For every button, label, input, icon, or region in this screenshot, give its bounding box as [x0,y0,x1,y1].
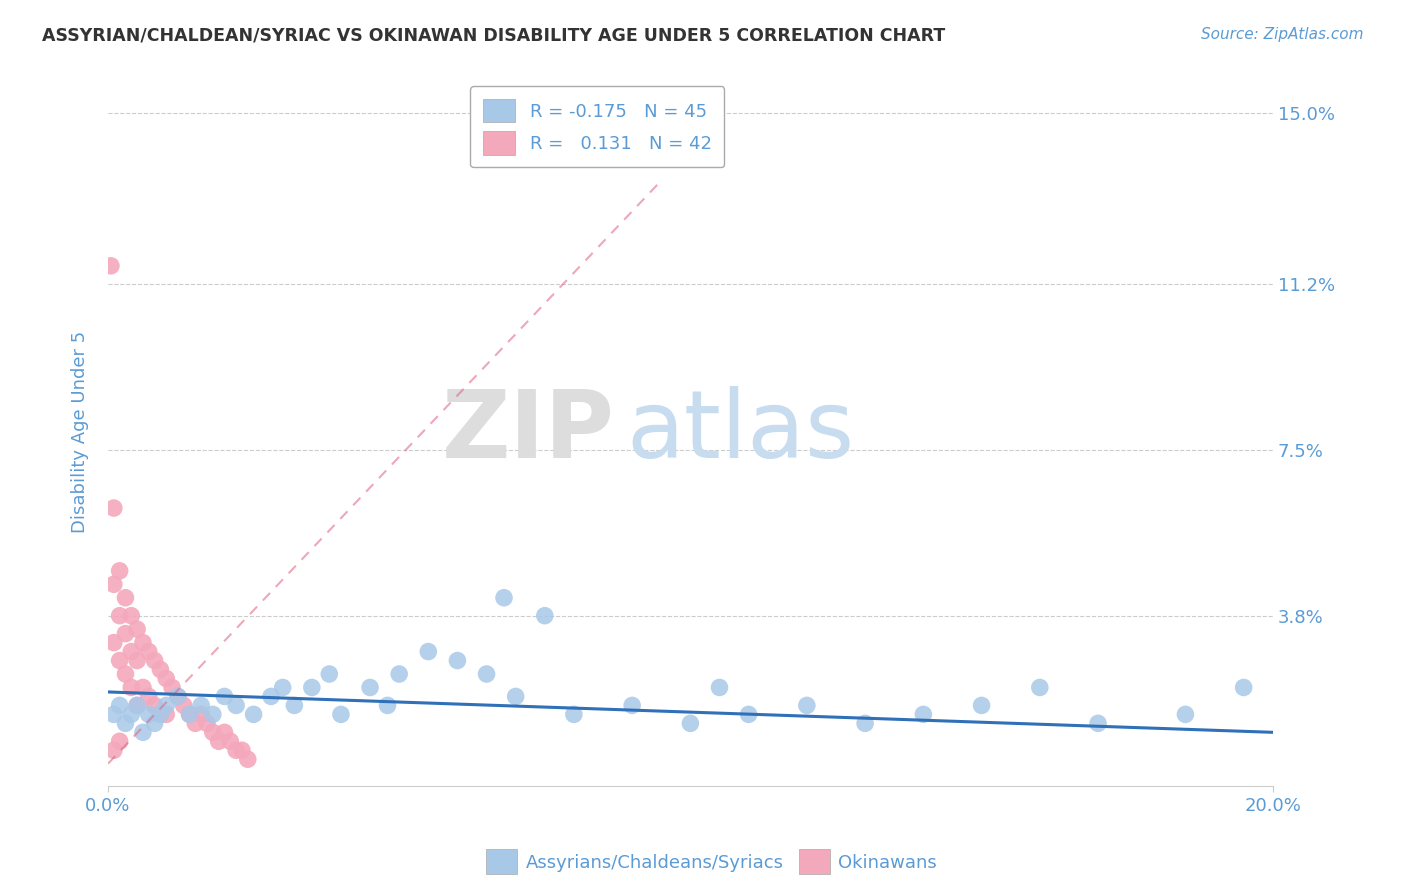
Point [143,716,166,731]
Point [912,707,935,722]
Point [143,698,166,713]
Point [970,698,993,713]
Point [114,591,136,605]
Point [533,608,555,623]
Text: Source: ZipAtlas.com: Source: ZipAtlas.com [1201,27,1364,42]
Point [190,698,212,713]
Point [138,690,160,704]
Point [709,681,731,695]
Legend: R = -0.175   N = 45, R =   0.131   N = 42: R = -0.175 N = 45, R = 0.131 N = 42 [470,87,724,167]
Point [155,672,177,686]
Point [143,654,166,668]
Point [114,716,136,731]
Point [103,635,125,649]
Point [173,698,195,713]
Text: atlas: atlas [626,386,855,478]
Point [214,690,236,704]
Point [359,681,381,695]
Point [120,681,142,695]
Point [214,725,236,739]
Point [260,690,283,704]
Text: Okinawans: Okinawans [838,854,936,871]
Point [149,663,172,677]
Point [562,707,585,722]
Point [103,707,125,722]
Point [621,698,644,713]
Point [1174,707,1197,722]
Point [388,667,411,681]
Point [127,698,149,713]
Point [120,608,142,623]
Point [796,698,818,713]
Point [184,716,207,731]
Point [179,707,201,722]
Point [242,707,264,722]
Point [132,681,155,695]
Point [236,752,259,766]
Point [127,698,149,713]
Point [1087,716,1109,731]
Point [737,707,759,722]
Text: ASSYRIAN/CHALDEAN/SYRIAC VS OKINAWAN DISABILITY AGE UNDER 5 CORRELATION CHART: ASSYRIAN/CHALDEAN/SYRIAC VS OKINAWAN DIS… [42,27,945,45]
Point [127,654,149,668]
Point [132,635,155,649]
Point [103,577,125,591]
Point [201,725,224,739]
Point [219,734,242,748]
Point [377,698,399,713]
Text: Assyrians/Chaldeans/Syriacs: Assyrians/Chaldeans/Syriacs [526,854,783,871]
Point [103,501,125,516]
Point [138,707,160,722]
Point [108,608,131,623]
Point [853,716,876,731]
Point [318,667,340,681]
Point [475,667,498,681]
Point [103,743,125,757]
Point [108,654,131,668]
Point [120,707,142,722]
Point [114,626,136,640]
Point [225,698,247,713]
Point [108,698,131,713]
Point [271,681,294,695]
Point [505,690,527,704]
Point [418,644,440,658]
Point [167,690,190,704]
Point [167,690,190,704]
Point [231,743,253,757]
Point [190,707,212,722]
Point [149,707,172,722]
Point [179,707,201,722]
Point [100,259,122,273]
Point [1233,681,1256,695]
Point [114,667,136,681]
Point [155,707,177,722]
Point [138,644,160,658]
Y-axis label: Disability Age Under 5: Disability Age Under 5 [72,331,89,533]
Point [160,681,183,695]
Point [679,716,702,731]
Point [208,734,231,748]
Point [201,707,224,722]
Point [195,716,218,731]
Point [492,591,515,605]
Point [1029,681,1052,695]
Point [132,725,155,739]
Point [108,734,131,748]
Point [155,698,177,713]
Point [120,644,142,658]
Point [301,681,323,695]
Point [149,707,172,722]
Point [283,698,305,713]
Point [329,707,352,722]
Point [446,654,468,668]
Point [225,743,247,757]
Text: ZIP: ZIP [441,386,614,478]
Point [127,622,149,636]
Point [108,564,131,578]
